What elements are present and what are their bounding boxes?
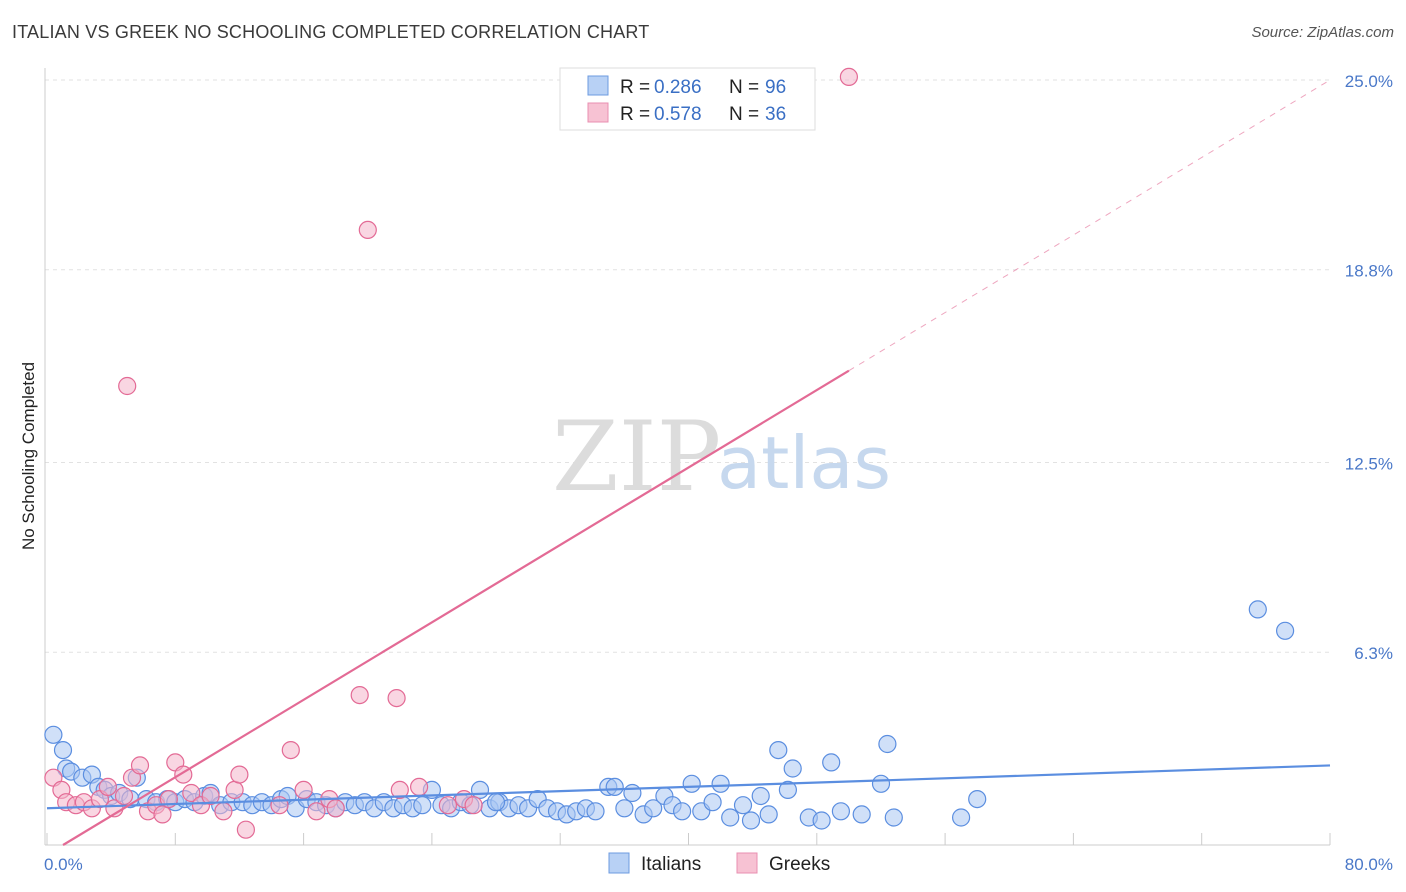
greeks-point-38 [387, 688, 406, 708]
chart-title: ITALIAN VS GREEK NO SCHOOLING COMPLETED … [12, 22, 650, 42]
greeks-point-26 [281, 740, 300, 760]
bottom-legend-greeks: Greeks [769, 854, 830, 875]
italians-point-62 [615, 799, 634, 818]
italians-point-63 [623, 783, 642, 803]
legend-r-value-1: 0.286 [654, 77, 702, 98]
italians-point-72 [711, 774, 730, 793]
greeks-point-31 [350, 685, 369, 705]
italians-point-87 [878, 734, 897, 754]
y-tick-label-0: 25.0% [1345, 72, 1393, 91]
greeks-point-9 [114, 786, 134, 806]
trend-lines [46, 79, 1331, 846]
x-tick-label-right: 80.0% [1345, 855, 1393, 874]
greeks-point-32 [358, 220, 377, 239]
data-points [44, 67, 1295, 839]
y-tick-label-2: 12.5% [1345, 455, 1393, 474]
italians-point-61 [605, 777, 624, 797]
chart-source: Source: ZipAtlas.com [1251, 24, 1394, 41]
italians-point-91 [1248, 600, 1267, 619]
italians-point-78 [769, 740, 788, 760]
italians-point-1 [53, 740, 73, 760]
series-legend: Italians Greeks [608, 852, 830, 875]
grid-lines [45, 79, 1330, 653]
greeks-trend-extension [848, 79, 1331, 372]
italians-point-77 [759, 805, 778, 824]
greeks-point-39 [118, 376, 137, 396]
bottom-swatch-greeks [736, 852, 758, 874]
greeks-point-30 [326, 799, 345, 818]
italians-point-82 [812, 811, 831, 830]
italians-point-75 [741, 811, 761, 830]
italians-point-85 [852, 805, 871, 824]
italians-point-88 [884, 808, 903, 827]
greeks-point-27 [294, 780, 313, 800]
legend-n-value-1: 96 [765, 77, 786, 98]
italians-point-92 [1275, 621, 1295, 640]
bottom-legend-italians: Italians [641, 854, 701, 875]
italians-point-69 [682, 774, 701, 793]
greeks-point-21 [214, 802, 233, 821]
italians-point-83 [822, 753, 841, 772]
greeks-point-7 [98, 777, 118, 797]
italians-point-76 [751, 786, 770, 806]
legend-n-label-1: N = [729, 77, 759, 98]
x-tick-label-left: 0.0% [44, 855, 83, 874]
legend-swatch-italians [587, 75, 609, 96]
legend-n-label-2: N = [729, 104, 759, 125]
legend-r-label-1: R = [620, 77, 650, 98]
y-tick-label-1: 18.8% [1345, 262, 1393, 281]
italians-point-79 [778, 780, 798, 800]
greeks-point-28 [307, 802, 326, 821]
italians-point-93 [486, 793, 506, 812]
tick-labels: 25.0% 18.8% 12.5% 6.3% 0.0% 80.0% [44, 72, 1393, 874]
bottom-swatch-italians [608, 852, 630, 874]
legend-r-value-2: 0.578 [654, 104, 702, 125]
italians-point-80 [783, 759, 802, 778]
greeks-point-34 [410, 777, 429, 797]
greeks-point-14 [153, 805, 172, 824]
greeks-point-40 [839, 67, 859, 87]
italians-point-86 [871, 774, 891, 793]
italians-point-71 [703, 793, 722, 812]
legend-swatch-greeks [587, 102, 609, 123]
greeks-point-33 [390, 780, 409, 800]
italians-point-73 [721, 808, 740, 827]
italians-point-90 [968, 789, 987, 809]
watermark-zip: ZIP [552, 401, 721, 513]
greeks-point-37 [464, 796, 483, 815]
watermark-atlas: atlas [717, 421, 891, 505]
y-axis-label: No Schooling Completed [19, 362, 38, 550]
legend-r-label-2: R = [620, 104, 650, 125]
italians-point-59 [586, 802, 605, 821]
italians-point-89 [951, 808, 971, 827]
italians-point-65 [644, 799, 663, 818]
greeks-trend-line [62, 369, 850, 846]
italians-trend-line [46, 764, 1331, 810]
italians-point-47 [470, 780, 490, 800]
y-tick-label-3: 6.3% [1354, 644, 1393, 663]
legend-n-value-2: 36 [765, 104, 786, 125]
italians-point-84 [831, 802, 851, 821]
axes [44, 68, 1331, 846]
greeks-point-20 [201, 786, 220, 806]
italians-point-68 [672, 802, 692, 821]
greeks-point-11 [130, 756, 150, 775]
greeks-point-18 [182, 783, 201, 803]
greeks-point-22 [225, 780, 244, 800]
greeks-point-23 [230, 765, 249, 784]
greeks-point-24 [236, 820, 255, 839]
italians-point-41 [413, 796, 432, 815]
italians-point-74 [733, 796, 753, 815]
stats-legend: R = 0.286 N = 96 R = 0.578 N = 36 [559, 67, 816, 131]
greeks-point-35 [438, 796, 457, 815]
italians-point-0 [44, 725, 63, 744]
